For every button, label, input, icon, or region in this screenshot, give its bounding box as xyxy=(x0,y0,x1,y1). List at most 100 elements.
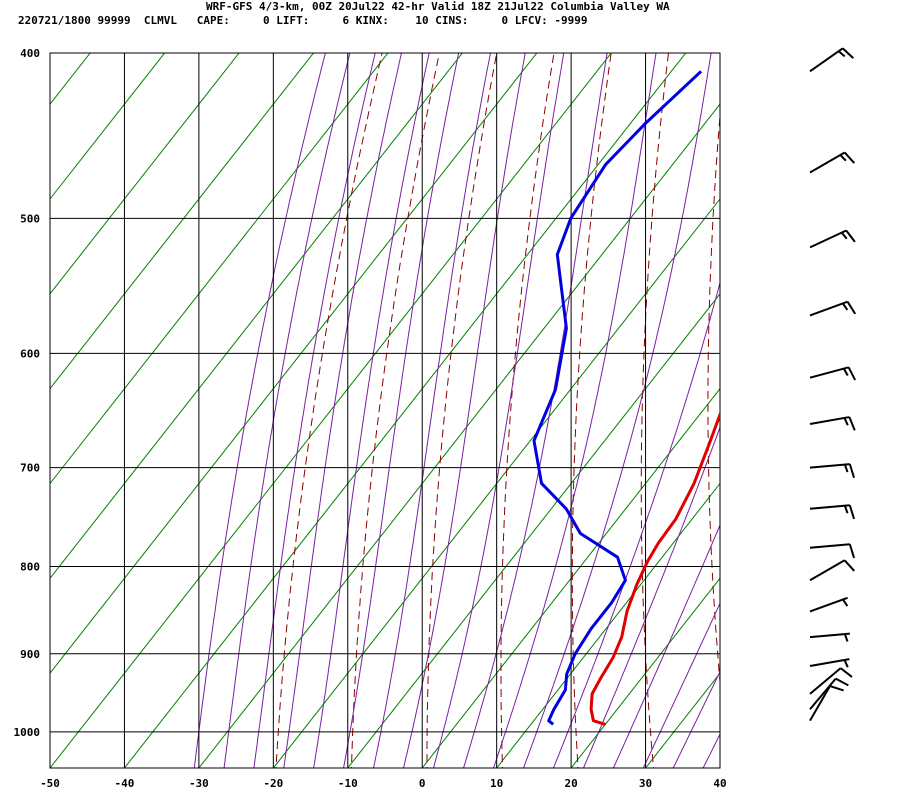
wind-barb xyxy=(809,47,854,73)
moist-adiabat-line xyxy=(552,280,720,768)
wind-barb xyxy=(809,685,844,722)
barb-flag-half xyxy=(843,505,849,514)
x-tick-label: -40 xyxy=(115,777,135,790)
barb-shaft xyxy=(809,632,850,639)
barb-shaft xyxy=(809,416,850,425)
barb-shaft xyxy=(809,229,847,249)
barb-flag-half xyxy=(843,464,849,473)
profile-lines xyxy=(532,70,720,726)
barb-shaft xyxy=(809,678,837,710)
plot-frame xyxy=(49,52,721,769)
isotherm-line xyxy=(50,53,464,580)
isotherm-line xyxy=(347,293,720,768)
isotherm-line xyxy=(50,53,538,674)
barb-flag-full xyxy=(843,151,855,164)
x-tick-label: -20 xyxy=(263,777,283,790)
barb-flag-full xyxy=(848,543,856,559)
isotherm-line xyxy=(719,767,720,768)
y-tick-label: 800 xyxy=(20,561,40,574)
wind-barb xyxy=(809,229,856,249)
isotherm-line xyxy=(0,15,46,775)
barb-shaft xyxy=(809,504,850,510)
y-tick-label: 900 xyxy=(20,648,40,661)
x-tick-label: 40 xyxy=(713,777,726,790)
barb-flag-half xyxy=(843,417,849,426)
x-tick-label: 0 xyxy=(419,777,426,790)
moist-adiabat-line xyxy=(462,53,608,768)
barb-flag-full xyxy=(848,504,856,520)
barb-flag-full xyxy=(847,366,857,381)
barb-shaft xyxy=(809,559,846,582)
series-line-2 xyxy=(532,70,703,726)
moist-adiabat-line xyxy=(343,53,460,768)
isotherm-line xyxy=(421,387,720,768)
barb-shaft xyxy=(809,366,849,379)
dry-adiabat-line xyxy=(707,111,720,688)
series-line-1 xyxy=(589,410,720,726)
isotherm-line xyxy=(50,53,612,768)
x-tick-label: -30 xyxy=(189,777,209,790)
x-tick-label: -10 xyxy=(338,777,358,790)
barb-flag-half xyxy=(843,633,849,642)
barb-flag-full xyxy=(846,301,857,315)
wind-barb xyxy=(809,300,857,317)
wind-barb xyxy=(809,667,853,695)
wind-barb xyxy=(809,559,855,582)
barb-flag-half xyxy=(842,598,849,607)
barb-shaft xyxy=(809,667,842,695)
barb-shaft xyxy=(809,658,850,668)
barb-shaft xyxy=(809,47,844,73)
y-tick-label: 700 xyxy=(20,462,40,475)
isotherm-line xyxy=(50,53,389,485)
stability-indices: 220721/1800 99999 CLMVL CAPE: 0 LIFT: 6 … xyxy=(18,14,588,27)
barb-flag-full xyxy=(843,559,855,572)
barb-flag-full xyxy=(829,685,844,692)
barb-shaft xyxy=(809,151,846,174)
wind-barb xyxy=(809,677,849,710)
background-lines xyxy=(0,15,900,775)
barb-flag-half xyxy=(840,231,848,240)
wind-barb xyxy=(809,596,849,613)
moist-adiabat-line xyxy=(223,53,351,768)
barb-flag-full xyxy=(840,667,853,678)
isotherm-line xyxy=(272,198,720,768)
barb-flag-full xyxy=(848,416,856,431)
x-tick-label: -50 xyxy=(40,777,60,790)
wind-barb xyxy=(809,463,856,479)
barb-flag-full xyxy=(848,463,856,479)
dry-adiabat-line xyxy=(571,53,612,768)
dry-adiabat-line xyxy=(640,53,670,768)
moist-adiabat-line xyxy=(642,602,720,768)
barb-shaft xyxy=(809,685,831,722)
isotherm-line xyxy=(570,577,720,768)
moist-adiabat-line xyxy=(372,53,492,768)
y-axis: 400 500 600 700 800 900 1000 xyxy=(14,47,41,739)
y-tick-label: 400 xyxy=(20,47,40,60)
isotherm-line xyxy=(50,53,166,200)
isotherm-line xyxy=(198,103,720,768)
wind-barb xyxy=(809,366,857,381)
wind-barbs xyxy=(809,47,857,722)
moist-adiabat-line xyxy=(193,53,326,768)
dry-adiabat-line xyxy=(275,53,383,768)
moist-adiabat-line xyxy=(672,670,720,768)
barb-flag-full xyxy=(845,229,856,243)
barb-shaft xyxy=(809,543,850,549)
barb-shaft xyxy=(809,300,848,317)
barb-shaft xyxy=(809,463,850,469)
dry-adiabat-line xyxy=(500,53,555,768)
isotherm-line xyxy=(50,53,315,390)
x-tick-label: 20 xyxy=(564,777,577,790)
chart-title: WRF-GFS 4/3-km, 00Z 20Jul22 42-hr Valid … xyxy=(206,0,670,13)
moist-adiabat-line xyxy=(522,53,712,768)
dry-adiabat-line xyxy=(896,15,900,775)
barb-flag-full xyxy=(842,47,854,59)
moist-adiabat-line xyxy=(582,425,720,768)
barb-flag-full xyxy=(835,677,849,687)
moist-adiabat-line xyxy=(313,53,430,768)
barb-flag-half xyxy=(842,368,849,377)
wind-barb xyxy=(809,632,850,642)
barb-shaft xyxy=(809,596,848,613)
moist-adiabat-line xyxy=(702,733,720,768)
